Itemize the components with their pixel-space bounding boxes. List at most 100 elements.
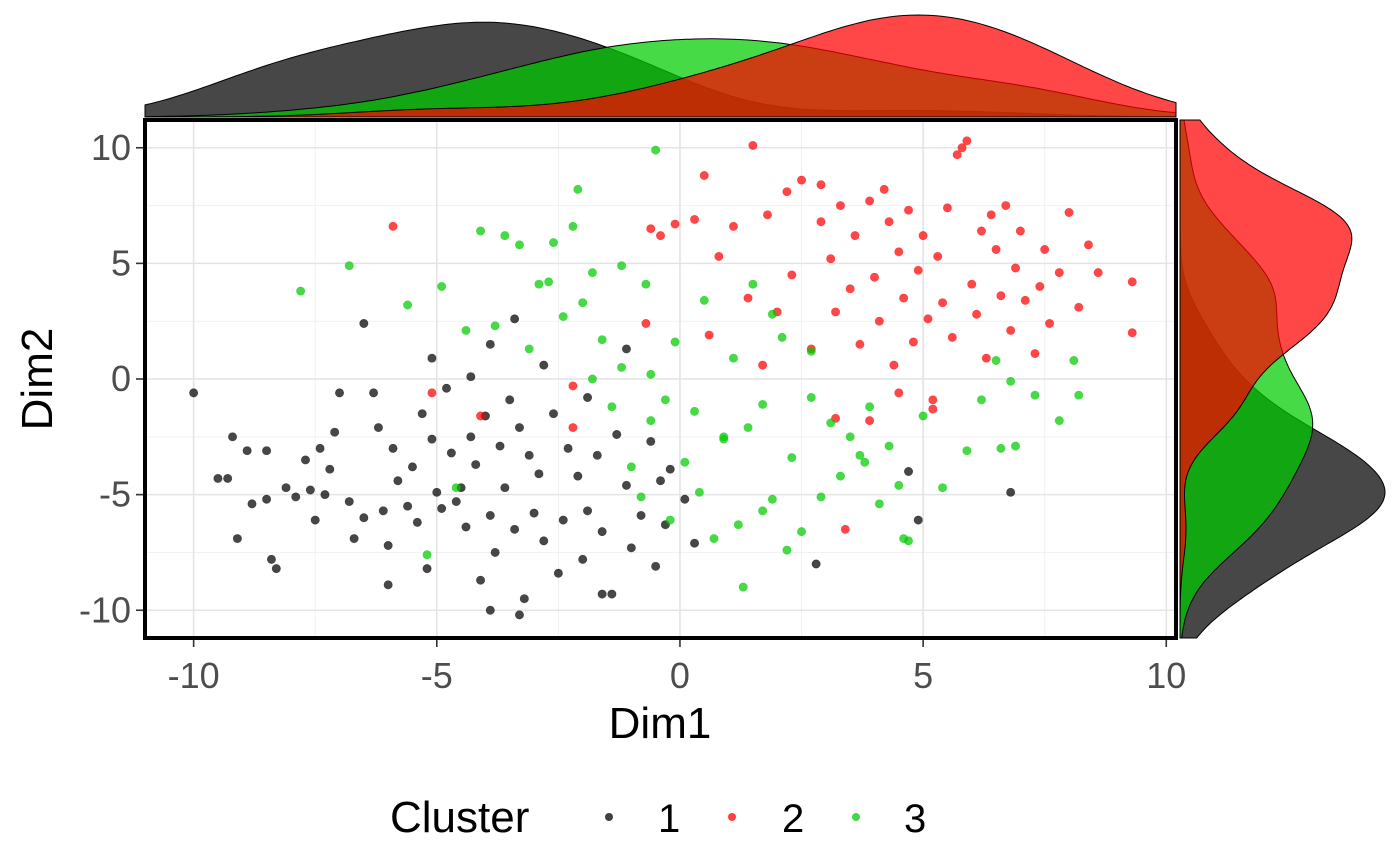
data-point-cluster-1 bbox=[583, 392, 593, 402]
data-point-cluster-3 bbox=[976, 395, 986, 405]
data-point-cluster-3 bbox=[544, 277, 554, 287]
data-point-cluster-2 bbox=[1030, 349, 1040, 359]
data-point-cluster-3 bbox=[617, 362, 627, 372]
data-point-cluster-1 bbox=[223, 473, 233, 483]
data-point-cluster-3 bbox=[1069, 355, 1079, 365]
data-point-cluster-1 bbox=[680, 494, 690, 504]
data-point-cluster-2 bbox=[782, 187, 792, 197]
y-tick-label: 10 bbox=[91, 127, 131, 168]
data-point-cluster-2 bbox=[884, 217, 894, 227]
data-point-cluster-1 bbox=[373, 423, 383, 433]
data-point-cluster-1 bbox=[510, 314, 520, 324]
data-point-cluster-3 bbox=[1006, 376, 1016, 386]
data-point-cluster-3 bbox=[738, 582, 748, 592]
data-point-cluster-1 bbox=[388, 443, 398, 453]
data-point-cluster-2 bbox=[1015, 226, 1025, 236]
data-point-cluster-1 bbox=[213, 473, 223, 483]
data-point-cluster-3 bbox=[680, 457, 690, 467]
data-point-cluster-2 bbox=[869, 272, 879, 282]
x-tick-label: 0 bbox=[670, 655, 690, 696]
data-point-cluster-2 bbox=[981, 353, 991, 363]
data-point-cluster-2 bbox=[991, 245, 1001, 255]
data-point-cluster-3 bbox=[699, 295, 709, 305]
data-point-cluster-2 bbox=[938, 298, 948, 308]
data-point-cluster-3 bbox=[617, 261, 627, 271]
data-point-cluster-1 bbox=[514, 423, 524, 433]
data-point-cluster-2 bbox=[758, 360, 768, 370]
data-point-cluster-3 bbox=[835, 471, 845, 481]
legend-key-2 bbox=[728, 813, 736, 821]
x-tick-label: 5 bbox=[913, 655, 933, 696]
data-point-cluster-1 bbox=[621, 480, 631, 490]
data-point-cluster-1 bbox=[344, 497, 354, 507]
data-point-cluster-1 bbox=[305, 485, 315, 495]
data-point-cluster-1 bbox=[325, 464, 335, 474]
data-point-cluster-2 bbox=[879, 184, 889, 194]
data-point-cluster-1 bbox=[690, 538, 700, 548]
data-point-cluster-1 bbox=[655, 476, 665, 486]
data-point-cluster-3 bbox=[748, 279, 758, 289]
data-point-cluster-1 bbox=[320, 490, 330, 500]
data-point-cluster-3 bbox=[607, 402, 617, 412]
data-point-cluster-2 bbox=[913, 265, 923, 275]
y-tick-label: -5 bbox=[99, 474, 131, 515]
data-point-cluster-3 bbox=[743, 423, 753, 433]
legend-key-3 bbox=[852, 813, 860, 821]
data-point-cluster-2 bbox=[894, 247, 904, 257]
data-point-cluster-2 bbox=[894, 388, 904, 398]
x-tick-label: -5 bbox=[421, 655, 453, 696]
data-point-cluster-2 bbox=[840, 524, 850, 534]
data-point-cluster-3 bbox=[690, 406, 700, 416]
data-point-cluster-3 bbox=[758, 506, 768, 516]
data-point-cluster-1 bbox=[446, 448, 456, 458]
data-point-cluster-2 bbox=[816, 217, 826, 227]
data-point-cluster-2 bbox=[1035, 281, 1045, 291]
data-point-cluster-1 bbox=[359, 318, 369, 328]
data-point-cluster-3 bbox=[845, 432, 855, 442]
data-points bbox=[189, 136, 1137, 620]
data-point-cluster-3 bbox=[587, 374, 597, 384]
data-point-cluster-2 bbox=[845, 284, 855, 294]
data-point-cluster-1 bbox=[651, 561, 661, 571]
data-point-cluster-3 bbox=[568, 221, 578, 231]
data-point-cluster-3 bbox=[860, 457, 870, 467]
y-axis: -10 -5 0 5 10 bbox=[79, 127, 143, 630]
legend-label-3: 3 bbox=[904, 797, 926, 841]
data-point-cluster-2 bbox=[1127, 328, 1137, 338]
data-point-cluster-1 bbox=[266, 554, 276, 564]
data-point-cluster-1 bbox=[262, 446, 272, 456]
data-point-cluster-2 bbox=[1020, 295, 1030, 305]
y-axis-label: Dim2 bbox=[13, 328, 62, 431]
data-point-cluster-1 bbox=[476, 575, 486, 585]
data-point-cluster-3 bbox=[758, 399, 768, 409]
data-point-cluster-3 bbox=[665, 515, 675, 525]
x-tick-label: -10 bbox=[168, 655, 220, 696]
data-point-cluster-2 bbox=[972, 309, 982, 319]
data-point-cluster-2 bbox=[1064, 208, 1074, 218]
density-right-cluster-2 bbox=[1179, 119, 1353, 638]
data-point-cluster-2 bbox=[904, 205, 914, 215]
data-point-cluster-1 bbox=[427, 434, 437, 444]
data-point-cluster-1 bbox=[417, 409, 427, 419]
data-point-cluster-2 bbox=[641, 318, 651, 328]
x-axis: -10 -5 0 5 10 bbox=[168, 640, 1186, 696]
data-point-cluster-1 bbox=[636, 510, 646, 520]
legend-title: Cluster bbox=[390, 793, 529, 842]
data-point-cluster-1 bbox=[563, 443, 573, 453]
data-point-cluster-3 bbox=[296, 286, 306, 296]
data-point-cluster-3 bbox=[476, 226, 486, 236]
data-point-cluster-3 bbox=[806, 392, 816, 402]
data-point-cluster-2 bbox=[388, 221, 398, 231]
y-tick-label: 0 bbox=[111, 358, 131, 399]
data-point-cluster-2 bbox=[928, 404, 938, 414]
data-point-cluster-1 bbox=[228, 432, 238, 442]
data-point-cluster-1 bbox=[665, 464, 675, 474]
x-tick-label: 10 bbox=[1146, 655, 1186, 696]
data-point-cluster-3 bbox=[899, 534, 909, 544]
data-point-cluster-1 bbox=[393, 476, 403, 486]
data-point-cluster-2 bbox=[1074, 302, 1084, 312]
data-point-cluster-1 bbox=[461, 522, 471, 532]
data-point-cluster-3 bbox=[1074, 390, 1084, 400]
data-point-cluster-1 bbox=[553, 568, 563, 578]
